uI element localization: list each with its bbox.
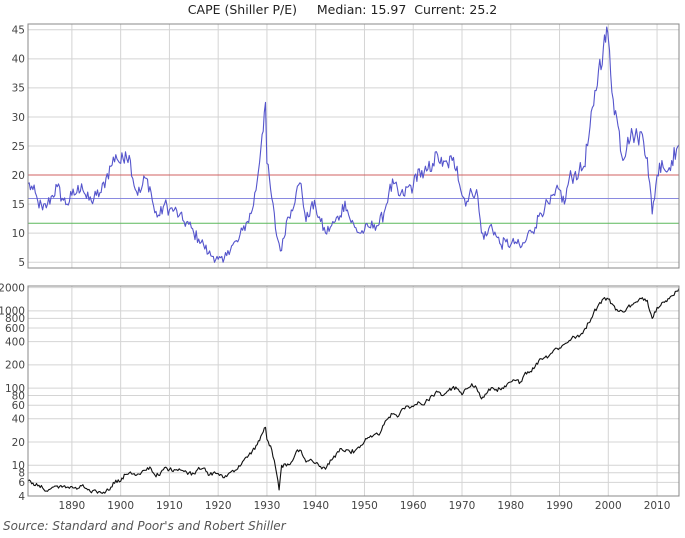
x-tick-label: 1920 bbox=[205, 500, 232, 512]
y-tick-label: 25 bbox=[12, 141, 25, 153]
x-tick-label: 2000 bbox=[595, 500, 622, 512]
x-tick-label: 1890 bbox=[59, 500, 86, 512]
y-tick-label: 60 bbox=[12, 400, 25, 412]
y-tick-label: 10 bbox=[12, 460, 25, 472]
source-note: Source: Standard and Poor's and Robert S… bbox=[3, 519, 286, 533]
y-tick-label: 4 bbox=[18, 491, 25, 503]
plot-frame bbox=[27, 285, 680, 497]
plot-frame bbox=[27, 23, 680, 269]
y-tick-label: 600 bbox=[5, 323, 25, 335]
series-line bbox=[27, 26, 680, 263]
y-tick-label: 80 bbox=[12, 390, 25, 402]
x-tick-label: 1960 bbox=[400, 500, 427, 512]
x-tick-label: 1970 bbox=[449, 500, 476, 512]
title-text: CAPE (Shiller P/E) bbox=[187, 2, 297, 17]
y-tick-label: 45 bbox=[12, 25, 25, 37]
x-tick-label: 1980 bbox=[497, 500, 524, 512]
x-tick-label: 2010 bbox=[644, 500, 671, 512]
y-tick-label: 20 bbox=[12, 437, 25, 449]
chart-title: CAPE (Shiller P/E) Median: 15.97 Current… bbox=[0, 2, 685, 17]
x-tick-label: 1950 bbox=[351, 500, 378, 512]
y-tick-label: 10 bbox=[12, 228, 25, 240]
y-tick-label: 15 bbox=[12, 199, 25, 211]
y-tick-label: 40 bbox=[12, 54, 25, 66]
current-label: Current: 25.2 bbox=[414, 2, 498, 17]
y-tick-label: 800 bbox=[5, 313, 25, 325]
y-tick-label: 20 bbox=[12, 170, 25, 182]
y-tick-label: 200 bbox=[5, 360, 25, 372]
y-tick-label: 35 bbox=[12, 83, 25, 95]
x-tick-label: 1990 bbox=[546, 500, 573, 512]
y-tick-label: 1000 bbox=[0, 306, 25, 318]
series-line bbox=[27, 288, 680, 494]
x-tick-label: 1900 bbox=[107, 500, 134, 512]
y-tick-label: 400 bbox=[5, 336, 25, 348]
x-tick-label: 1940 bbox=[302, 500, 329, 512]
y-tick-label: 6 bbox=[18, 477, 25, 489]
y-tick-label: 100 bbox=[5, 383, 25, 395]
y-tick-label: 40 bbox=[12, 414, 25, 426]
y-tick-label: 8 bbox=[18, 468, 25, 480]
x-tick-label: 1930 bbox=[254, 500, 281, 512]
y-tick-label: 30 bbox=[12, 112, 25, 124]
y-tick-label: 5 bbox=[18, 257, 25, 269]
y-tick-label: 2000 bbox=[0, 282, 25, 294]
median-label: Median: 15.97 bbox=[316, 2, 407, 17]
x-tick-label: 1910 bbox=[156, 500, 183, 512]
